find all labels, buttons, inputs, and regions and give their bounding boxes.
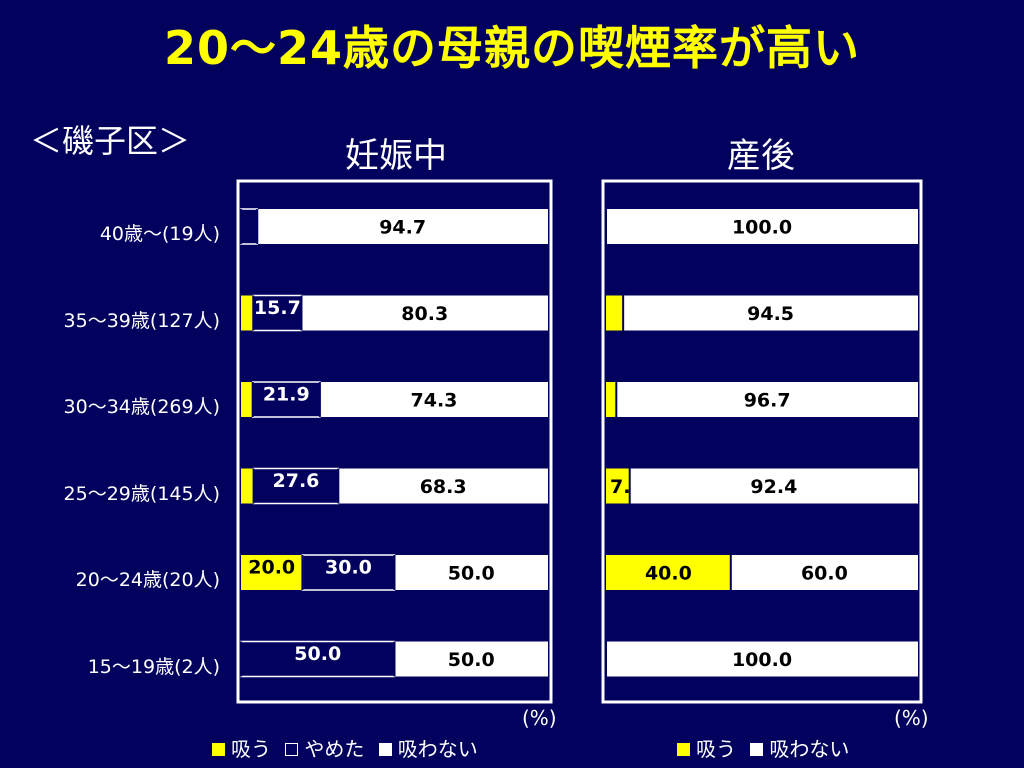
- data-label-nonsmoke: 96.7: [744, 390, 791, 412]
- bar-nonsmoke: [606, 209, 918, 244]
- data-label-smoke: 20.0: [248, 557, 295, 579]
- bar-quit: [240, 208, 259, 245]
- bar-nonsmoke: [616, 382, 918, 417]
- legend-swatch-nonsmoke: [378, 743, 392, 756]
- chart-frame-pregnancy: [236, 179, 553, 704]
- row-label-15-19: 15～19歳(2人): [87, 656, 220, 678]
- data-label-nonsmoke: 94.7: [379, 217, 426, 239]
- data-label-quit: 30.0: [325, 557, 372, 579]
- legend-swatch-smoke-post: [677, 743, 690, 756]
- legend-swatch-quit: [285, 743, 299, 756]
- bar-quit: [301, 554, 396, 591]
- data-label-nonsmoke: 94.5: [747, 303, 794, 325]
- bar-smoke: [241, 555, 303, 590]
- chart-title-pregnancy: 妊娠中: [345, 136, 447, 176]
- data-label-quit: 27.6: [273, 470, 320, 492]
- data-label-quit: 50.0: [294, 643, 341, 665]
- band-top: [241, 184, 548, 208]
- bar-nonsmoke: [629, 468, 918, 504]
- chart-title-postpartum: 産後: [727, 136, 795, 176]
- bar-smoke: [241, 295, 254, 331]
- data-label-nonsmoke: 50.0: [448, 649, 495, 671]
- bar-smoke: [241, 468, 254, 504]
- unit-label-pregnancy: (%): [522, 706, 557, 730]
- page-title: 20～24歳の母親の喫煙率が高い: [163, 21, 861, 75]
- row-label-40plus: 40歳～(19人): [99, 223, 220, 245]
- region-label: ＜磯子区＞: [30, 122, 191, 160]
- bar-nonsmoke: [730, 555, 918, 590]
- bar-smoke: [606, 295, 624, 331]
- legend-postpartum: 吸う 吸わない: [677, 733, 857, 762]
- legend-item-quit: やめた: [285, 733, 364, 762]
- data-label-nonsmoke: 100.0: [732, 217, 792, 239]
- chart-pregnancy: 94.7 15.7 80.3 21.9 74.3 27.6 68.3 20.0 30.0 50.0…: [236, 179, 553, 704]
- data-label-nonsmoke: 60.0: [801, 563, 848, 585]
- bar-nonsmoke: [606, 641, 918, 677]
- row-label-30-34: 30～34歳(269人): [63, 396, 220, 418]
- bar-nonsmoke: [257, 209, 548, 244]
- legend-pregnancy: 吸う やめた 吸わない: [212, 733, 486, 762]
- chart-frame-postpartum: [601, 179, 923, 704]
- bar-smoke: [241, 382, 253, 417]
- data-label-nonsmoke: 50.0: [448, 563, 495, 585]
- row-label-25-29: 25～29歳(145人): [63, 483, 220, 505]
- row-label-20-24: 20～24歳(20人): [75, 569, 220, 591]
- bar-nonsmoke: [301, 295, 548, 331]
- data-label-smoke: 40.0: [645, 563, 692, 585]
- bar-quit: [251, 381, 321, 418]
- bar-smoke: [606, 555, 731, 590]
- legend-item-smoke-post: 吸う: [677, 733, 736, 762]
- data-label-quit: 15.7: [254, 297, 301, 319]
- legend-item-smoke: 吸う: [212, 733, 271, 762]
- data-label-nonsmoke: 74.3: [411, 390, 458, 412]
- data-label-nonsmoke: 68.3: [420, 476, 467, 498]
- data-label-nonsmoke: 92.4: [750, 476, 797, 498]
- data-label-nonsmoke: 80.3: [401, 303, 448, 325]
- bar-nonsmoke: [394, 555, 548, 590]
- bar-nonsmoke: [394, 641, 548, 677]
- row-label-35-39: 35～39歳(127人): [63, 310, 220, 332]
- legend-swatch-nonsmoke-post: [750, 743, 764, 756]
- legend-item-nonsmoke-post: 吸わない: [750, 733, 849, 762]
- unit-label-postpartum: (%): [894, 706, 929, 730]
- band-top: [606, 184, 918, 208]
- bar-nonsmoke: [319, 382, 548, 417]
- bar-nonsmoke: [623, 295, 918, 331]
- legend-item-nonsmoke: 吸わない: [378, 733, 478, 762]
- legend-swatch-smoke: [212, 743, 225, 756]
- bar-smoke: [606, 468, 630, 504]
- bar-smoke: [606, 382, 617, 417]
- data-label-quit: 21.9: [263, 384, 310, 406]
- bar-nonsmoke: [338, 468, 548, 504]
- data-label-nonsmoke: 100.0: [732, 649, 792, 671]
